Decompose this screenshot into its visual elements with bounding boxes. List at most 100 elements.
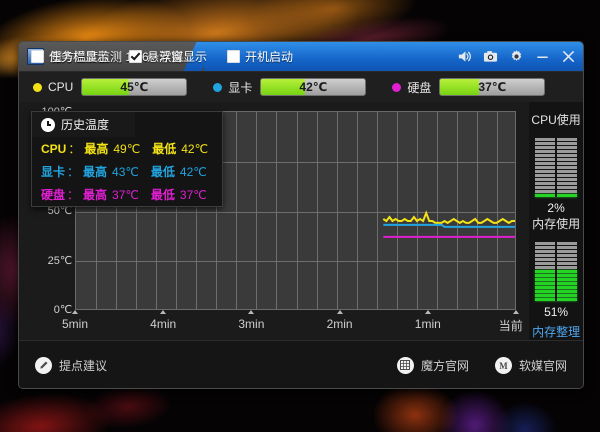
sensor-label: CPU xyxy=(48,80,74,94)
chart-grid-line-v xyxy=(477,112,478,309)
chart-grid-line-v xyxy=(497,112,498,309)
checkbox-box-checked[interactable] xyxy=(129,50,143,63)
volume-icon[interactable] xyxy=(457,49,472,64)
chart-grid-line-v xyxy=(437,112,438,309)
chart-grid-line-v xyxy=(216,112,217,309)
temperature-chart: 100℃ 75℃ 50℃ 25℃ 0℃ 5min4min3min2min1min… xyxy=(19,102,529,340)
chart-line-CPU xyxy=(383,213,515,223)
gauge-segment xyxy=(535,162,578,165)
suggest-label: 提点建议 xyxy=(59,358,108,373)
chart-series-layer xyxy=(76,112,515,310)
m-logo-icon: M xyxy=(494,356,512,374)
cpu-usage-percent: 2% xyxy=(547,201,565,215)
checkbox-floating-window[interactable]: 悬浮窗显示 xyxy=(129,48,207,65)
tooltip-max-key: 最高 xyxy=(83,188,108,202)
tooltip-row-cpu: CPU ： 最高 49℃ 最低 42℃ xyxy=(32,137,222,160)
sensor-label: 显卡 xyxy=(228,80,253,95)
tooltip-min-key: 最低 xyxy=(150,165,175,179)
chart-grid-line-v xyxy=(176,112,177,309)
gauge-segment xyxy=(535,154,578,157)
gauge-segment xyxy=(535,274,578,277)
gauge-segment xyxy=(535,138,578,141)
gauge-segment xyxy=(535,146,578,149)
cpu-usage-gauge xyxy=(535,134,578,197)
link-mofang-website[interactable]: 魔方官网 xyxy=(396,356,469,374)
tooltip-min-value: 37℃ xyxy=(179,187,207,202)
tooltip-row-label: CPU xyxy=(41,141,67,156)
gauge-segment xyxy=(535,246,578,249)
chart-line-显卡 xyxy=(383,225,515,227)
sensor-temp-value: 42℃ xyxy=(299,80,328,94)
tooltip-max-value: 37℃ xyxy=(112,187,139,202)
chart-grid-line-v xyxy=(417,112,418,309)
checkbox-label: 任务栏显示 xyxy=(49,50,110,64)
suggest-button[interactable]: 提点建议 xyxy=(35,356,108,374)
memory-usage-percent: 51% xyxy=(544,305,569,319)
chart-grid-line-v xyxy=(96,112,97,309)
tooltip-max-key: 最高 xyxy=(84,142,109,156)
bar-fill xyxy=(261,79,306,95)
gauge-segment xyxy=(535,174,578,177)
gauge-segment xyxy=(535,266,578,269)
chart-grid-line-v xyxy=(377,112,378,309)
memory-usage-label: 内存使用 xyxy=(532,217,581,231)
sensor-cpu: CPU 45℃ xyxy=(33,78,188,96)
tooltip-row-hdd: 硬盘 ： 最高 37℃ 最低 37℃ xyxy=(32,183,222,206)
gauge-segment xyxy=(535,250,578,253)
checkbox-taskbar-display[interactable]: 任务栏显示 xyxy=(31,48,109,65)
gauge-segment xyxy=(535,182,578,185)
link-ruanmei-website[interactable]: M 软媒官网 xyxy=(494,356,567,374)
gauge-segment xyxy=(535,142,578,145)
sensor-temp-bar: 37℃ xyxy=(439,78,546,96)
x-tick-mark xyxy=(160,310,167,314)
sensor-temp-value: 45℃ xyxy=(120,80,149,94)
minimize-icon[interactable] xyxy=(535,49,550,64)
x-tick-label: 当前 xyxy=(498,319,523,333)
chart-grid-line-v xyxy=(457,112,458,309)
chart-grid-line-v xyxy=(397,112,398,309)
x-tick-mark xyxy=(336,310,343,314)
sensor-temp-bar: 45℃ xyxy=(81,78,188,96)
memory-clean-link[interactable]: 内存整理 xyxy=(532,325,581,339)
tooltip-row-gpu: 显卡 ： 最高 43℃ 最低 42℃ xyxy=(32,160,222,183)
gauge-segment xyxy=(535,166,578,169)
link-label: 魔方官网 xyxy=(420,358,469,373)
checkbox-label: 悬浮窗显示 xyxy=(147,50,208,64)
checkbox-startup[interactable]: 开机启动 xyxy=(227,48,293,65)
tooltip-min-key: 最低 xyxy=(150,188,175,202)
gauge-segment xyxy=(535,298,578,301)
gauge-segment xyxy=(535,170,578,173)
gauge-segment xyxy=(535,178,578,181)
y-tick-label: 0℃ xyxy=(53,304,73,316)
tooltip-header: 历史温度 xyxy=(32,112,135,137)
gauge-segment xyxy=(535,286,578,289)
chart-grid-line-v xyxy=(337,112,338,309)
sensor-readout-row: CPU 45℃ 显卡 42℃ 硬盘 37℃ xyxy=(19,72,583,102)
grid-globe-icon xyxy=(396,356,414,374)
camera-icon[interactable] xyxy=(483,49,498,64)
tooltip-row-label: 显卡 xyxy=(41,165,66,179)
window-title: 魔方温度监测 1.66 - 软媒 xyxy=(50,50,184,64)
gauge-segment xyxy=(535,278,578,281)
chart-grid-line-v xyxy=(156,112,157,309)
tooltip-max-value: 43℃ xyxy=(112,164,139,179)
x-tick-mark xyxy=(248,310,255,314)
chart-grid-line-h xyxy=(76,162,515,163)
svg-text:M: M xyxy=(499,360,508,370)
tooltip-separator: ： xyxy=(68,142,81,156)
footer-bar: 提点建议 魔方官网 M 软媒官网 xyxy=(19,340,583,388)
chart-grid-line-v xyxy=(276,112,277,309)
chart-grid-line-h xyxy=(76,261,515,262)
chart-grid-line-v xyxy=(256,112,257,309)
close-icon[interactable] xyxy=(561,49,576,64)
sensor-temp-value: 37℃ xyxy=(478,80,507,94)
tooltip-title: 历史温度 xyxy=(61,118,110,132)
title-bar[interactable]: 魔方温度监测 1.66 - 软媒 任务栏显示 悬浮窗显示 开机启动 xyxy=(19,42,583,72)
checkbox-box[interactable] xyxy=(31,50,44,63)
tooltip-min-value: 42℃ xyxy=(181,141,209,156)
sensor-label: 硬盘 xyxy=(407,80,432,95)
gear-icon[interactable] xyxy=(509,49,524,64)
link-label: 软媒官网 xyxy=(518,358,567,373)
x-tick-mark xyxy=(72,310,78,314)
checkbox-box[interactable] xyxy=(227,50,241,63)
